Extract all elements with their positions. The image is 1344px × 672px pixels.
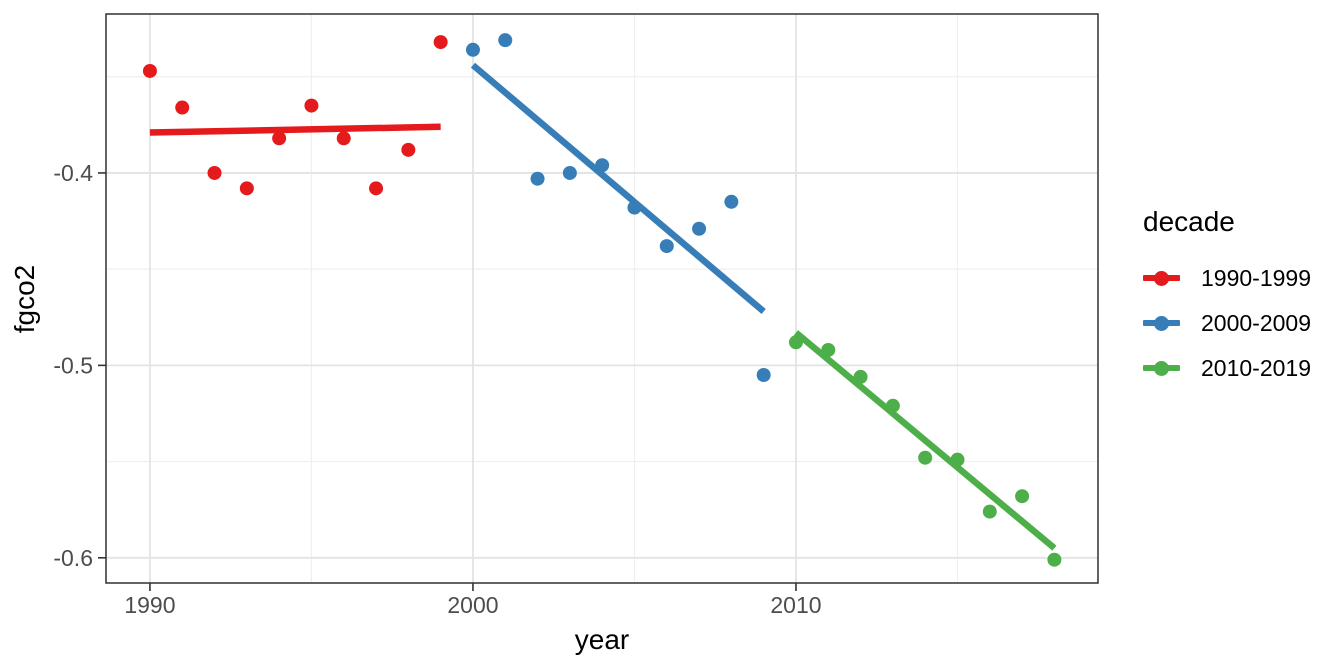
x-tick-label: 2000 (447, 592, 498, 618)
y-tick-label: -0.4 (53, 160, 93, 186)
x-tick-label: 2010 (770, 592, 821, 618)
data-point (142, 63, 157, 78)
data-point (659, 239, 674, 254)
trend-line (149, 123, 441, 136)
data-point (982, 504, 997, 519)
data-point (401, 142, 416, 157)
data-point (465, 42, 480, 57)
panel-background (106, 14, 1098, 583)
y-axis-title: fgco2 (9, 264, 40, 334)
data-point (272, 131, 287, 146)
trend-line (793, 330, 1057, 551)
legend-item: 1990-1999 (1143, 263, 1311, 293)
x-tick-label: 1990 (124, 592, 175, 618)
legend-key-icon (1143, 360, 1180, 376)
y-tick-label: -0.5 (53, 352, 93, 378)
data-point (1047, 552, 1062, 567)
legend-item: 2000-2009 (1143, 308, 1311, 338)
legend-item: 2010-2019 (1143, 353, 1311, 383)
data-point (918, 450, 933, 465)
data-point (433, 35, 448, 50)
data-point (756, 367, 771, 382)
legend: decade 1990-1999 2000-2009 2010-2019 (1143, 205, 1311, 398)
x-axis-title: year (574, 624, 630, 655)
data-point (530, 171, 545, 186)
data-point (724, 194, 739, 209)
data-point (175, 100, 190, 115)
panel-border (105, 13, 1099, 584)
y-tick-label: -0.6 (53, 545, 93, 571)
trend-line (470, 62, 766, 314)
legend-item-label: 2000-2009 (1201, 309, 1311, 336)
data-point (498, 33, 513, 48)
legend-key-icon (1143, 270, 1180, 286)
legend-item-label: 2010-2019 (1201, 354, 1311, 381)
data-point (304, 98, 319, 113)
legend-dot-icon (1154, 270, 1169, 286)
data-point (1015, 489, 1030, 504)
data-point (336, 131, 351, 146)
legend-entries: 1990-1999 2000-2009 2010-2019 (1143, 263, 1311, 383)
data-point (692, 221, 707, 236)
legend-title: decade (1143, 206, 1235, 237)
legend-dot-icon (1154, 315, 1169, 331)
data-point (207, 165, 222, 180)
data-point (239, 181, 254, 196)
data-point (369, 181, 384, 196)
legend-dot-icon (1154, 360, 1169, 376)
legend-item-label: 1990-1999 (1201, 264, 1311, 291)
data-point (562, 165, 577, 180)
legend-key-icon (1143, 315, 1180, 331)
